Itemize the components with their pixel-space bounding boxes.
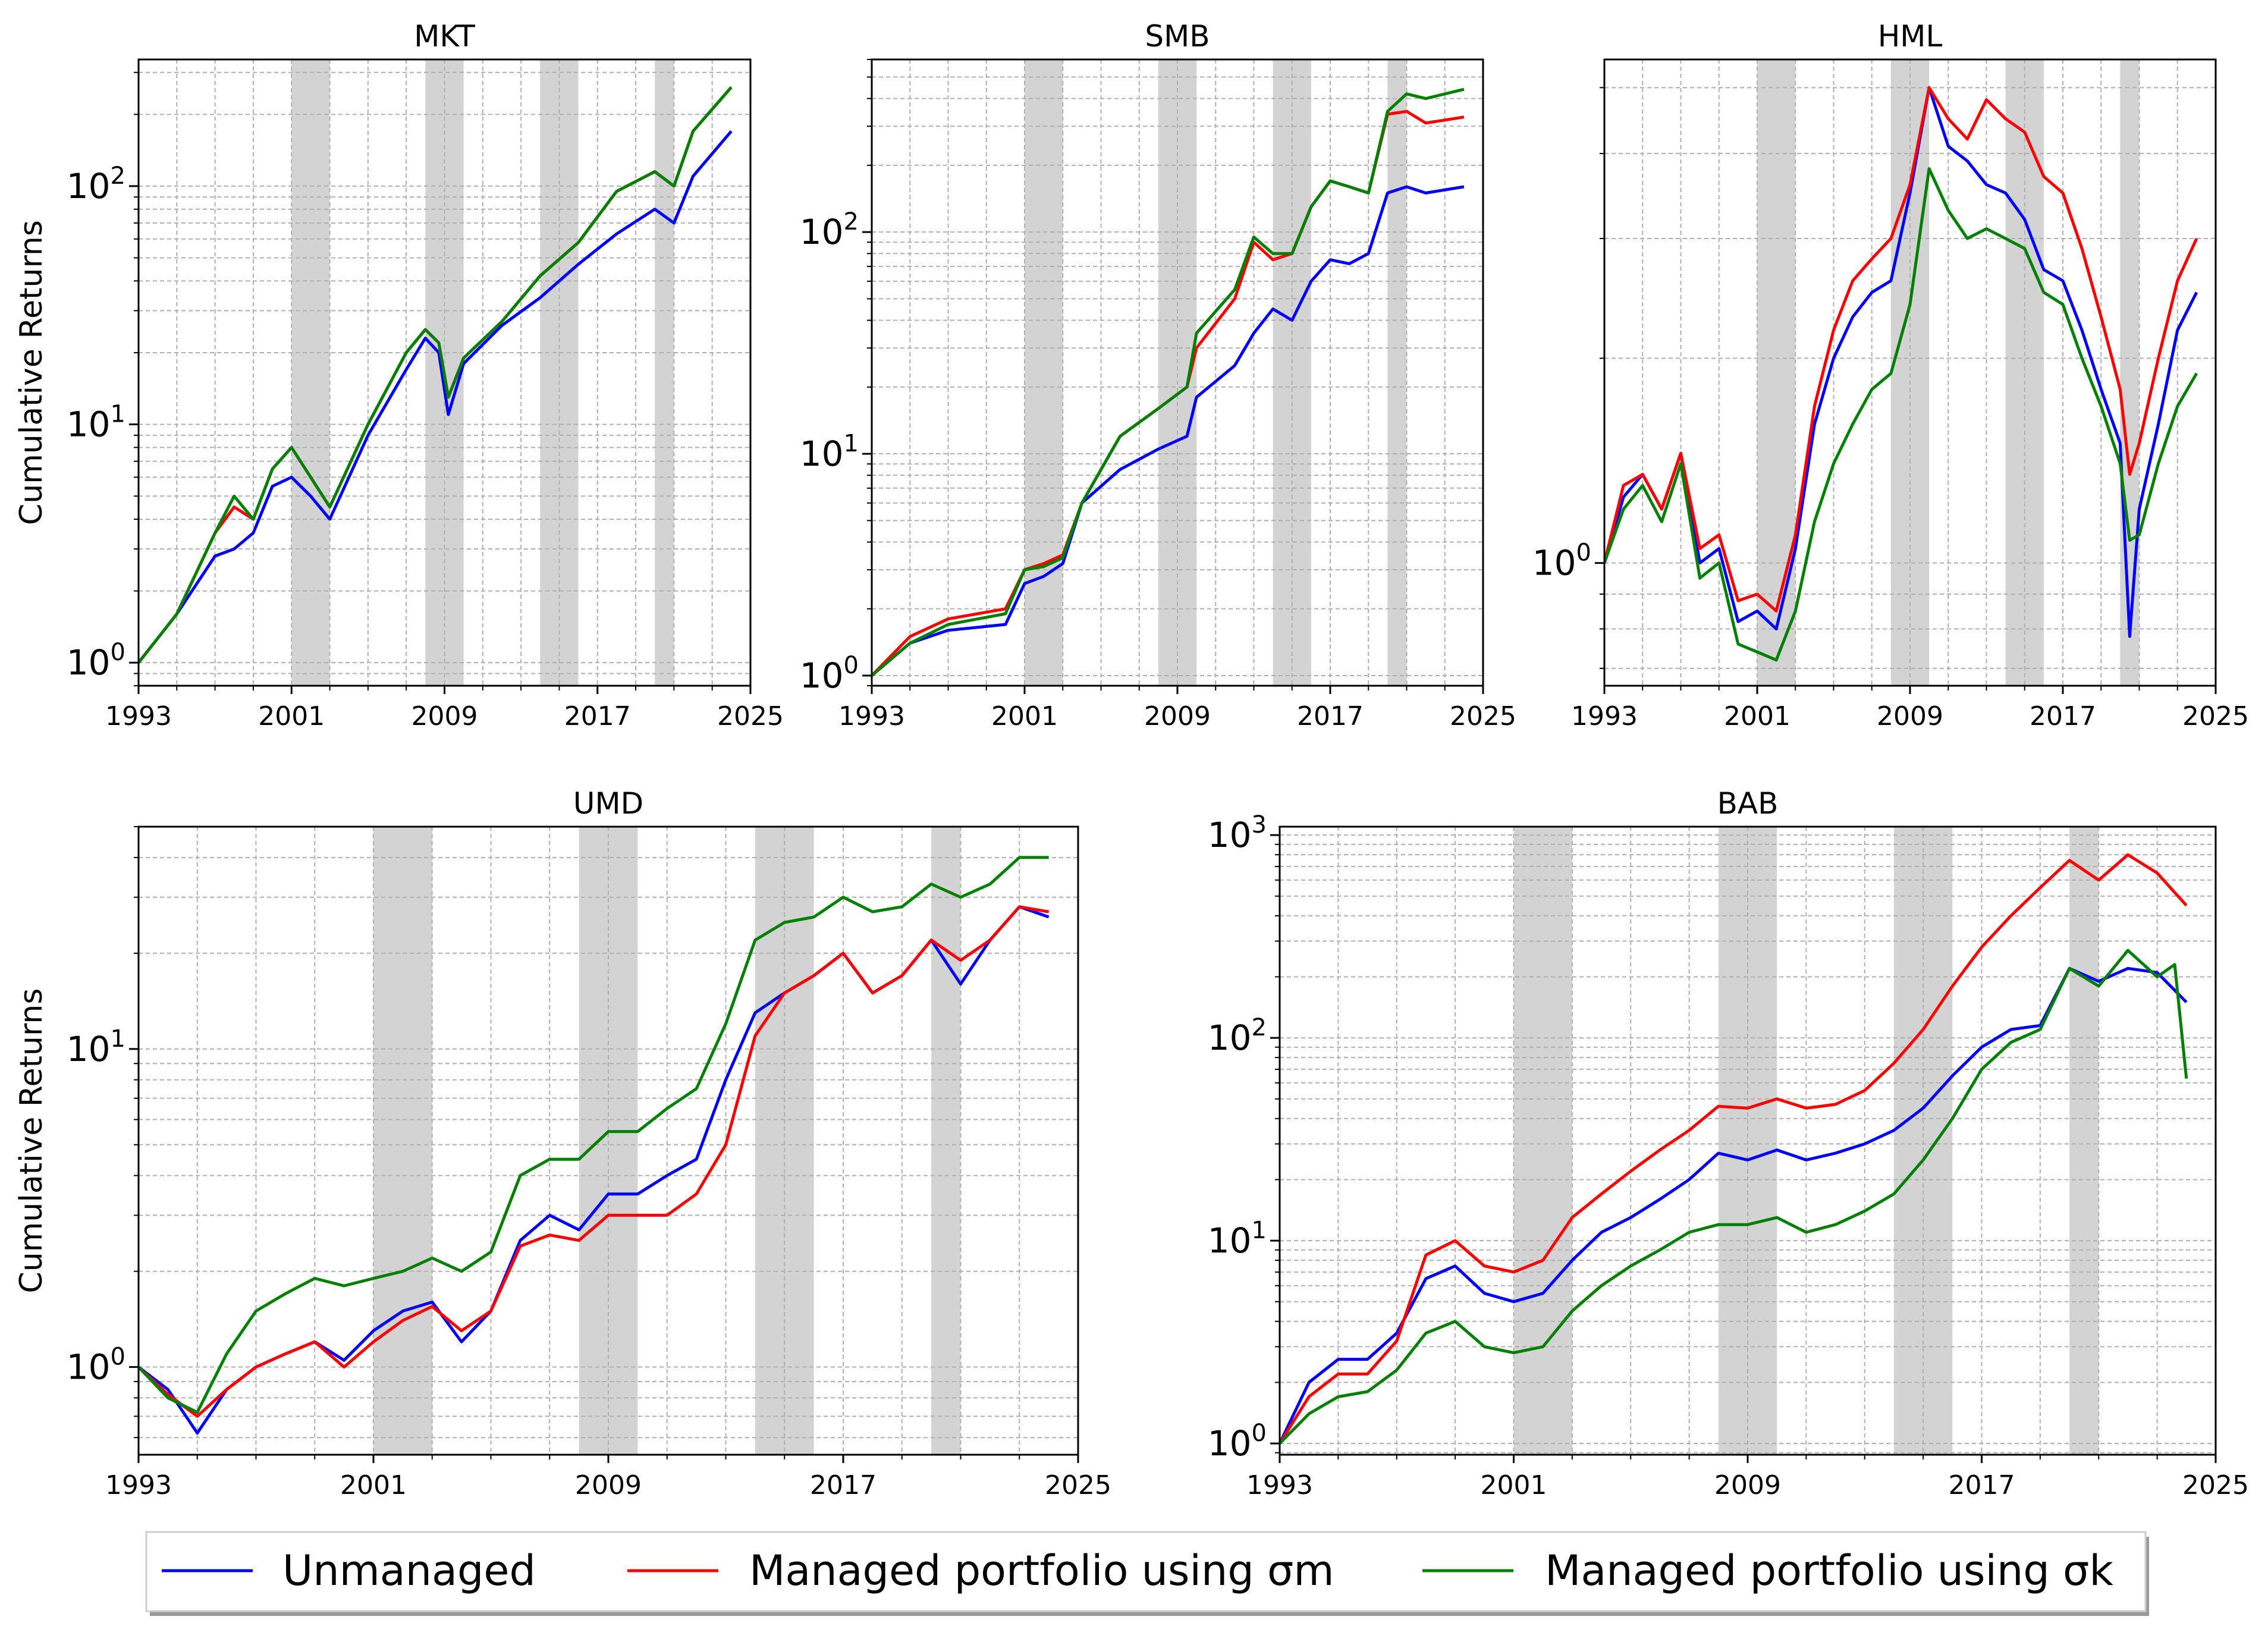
x-tick-label: 2001 — [258, 701, 325, 732]
y-tick-label: 100 — [1208, 1420, 1267, 1464]
y-tick-label: 100 — [67, 639, 125, 683]
recession-band — [291, 59, 330, 686]
x-tick-label: 2017 — [2030, 701, 2096, 732]
x-tick-label: 2009 — [1877, 701, 1943, 732]
x-tick-label: 2025 — [2182, 1470, 2249, 1501]
y-tick-label: 100 — [800, 652, 859, 696]
series-line-unmanaged — [1280, 966, 2188, 1445]
x-tick-label: 2025 — [1450, 701, 1516, 732]
grid — [1280, 827, 2216, 1455]
y-tick-label: 100 — [1532, 539, 1591, 583]
y-tick-label: 101 — [67, 1025, 125, 1069]
x-tick-label: 1993 — [1246, 1470, 1313, 1501]
x-tick-label: 1993 — [838, 701, 905, 732]
x-tick-label: 2001 — [991, 701, 1058, 732]
y-tick-label: 101 — [800, 430, 859, 474]
panel-mkt: 1993 2001 2009 2017 2025 100 101 102 MKT Cumulati… — [14, 19, 784, 732]
recession-band — [655, 59, 674, 686]
legend-label-unmanaged: Unmanaged — [282, 1546, 536, 1595]
grid — [139, 827, 1078, 1455]
y-tick-label: 103 — [1208, 811, 1267, 855]
y-tick-label: 102 — [800, 208, 859, 252]
series-line-managed-k — [1604, 167, 2198, 662]
y-axis-label: Cumulative Returns — [14, 220, 49, 525]
panel-bab: 1993 2001 2009 2017 2025 100 101 102 103 BAB — [1208, 786, 2249, 1501]
panel-title: UMD — [573, 786, 643, 821]
series-line-unmanaged — [139, 130, 733, 664]
y-tick-label: 100 — [67, 1344, 125, 1388]
recession-band — [1025, 59, 1063, 686]
grid — [1604, 59, 2216, 686]
series-line-unmanaged — [872, 185, 1465, 677]
grid — [872, 59, 1483, 686]
panel-smb: 1993 2001 2009 2017 2025 100 101 102 SMB — [800, 19, 1516, 732]
legend: Unmanaged Managed portfolio using σm Man… — [145, 1531, 2149, 1616]
series-line-managed-k — [139, 856, 1049, 1414]
series-line-managed-k — [1280, 949, 2188, 1445]
recession-band — [1387, 59, 1407, 686]
series-line-managed-m — [1280, 853, 2188, 1445]
series-line-unmanaged — [1604, 86, 2198, 638]
x-tick-label: 1993 — [105, 1470, 172, 1501]
x-tick-label: 2025 — [1045, 1470, 1111, 1501]
panel-title: HML — [1878, 19, 1943, 54]
legend-label-managed-m: Managed portfolio using σm — [749, 1546, 1334, 1595]
x-tick-label: 2009 — [1144, 701, 1211, 732]
panel-title: BAB — [1717, 786, 1779, 821]
x-tick-label: 2017 — [1297, 701, 1364, 732]
legend-label-managed-k: Managed portfolio using σk — [1545, 1546, 2113, 1595]
x-tick-label: 2009 — [411, 701, 478, 732]
series-line-managed-m — [1604, 86, 2198, 613]
x-tick-label: 2017 — [810, 1470, 877, 1501]
x-tick-label: 1993 — [105, 701, 172, 732]
series-line-managed-k — [872, 87, 1465, 677]
y-axis-label: Cumulative Returns — [14, 988, 49, 1294]
recession-band — [931, 827, 961, 1455]
x-tick-label: 2025 — [2182, 701, 2249, 732]
x-tick-label: 2001 — [1724, 701, 1790, 732]
recession-band — [2069, 827, 2099, 1455]
series-line-managed-m — [139, 905, 1050, 1418]
x-tick-label: 2025 — [717, 701, 784, 732]
x-tick-label: 2001 — [340, 1470, 407, 1501]
panel-hml: 1993 2001 2009 2017 2025 100 HML — [1532, 19, 2249, 732]
y-tick-label: 101 — [67, 401, 125, 445]
recession-band — [2120, 59, 2140, 686]
x-tick-label: 1993 — [1571, 701, 1638, 732]
recession-band — [373, 827, 432, 1455]
panel-title: MKT — [414, 19, 475, 54]
x-tick-label: 2001 — [1481, 1470, 1547, 1501]
y-tick-label: 101 — [1208, 1217, 1267, 1261]
recession-band — [1513, 827, 1572, 1455]
grid — [139, 59, 750, 686]
series-line-managed-k — [139, 86, 733, 664]
x-tick-label: 2009 — [575, 1470, 642, 1501]
x-tick-label: 2017 — [564, 701, 631, 732]
y-tick-label: 102 — [67, 162, 125, 206]
panel-title: SMB — [1145, 19, 1210, 54]
panel-umd: 1993 2001 2009 2017 2025 100 101 UMD Cumulative … — [14, 786, 1111, 1501]
y-tick-label: 102 — [1208, 1014, 1267, 1058]
x-tick-label: 2017 — [1949, 1470, 2015, 1501]
x-tick-label: 2009 — [1714, 1470, 1781, 1501]
